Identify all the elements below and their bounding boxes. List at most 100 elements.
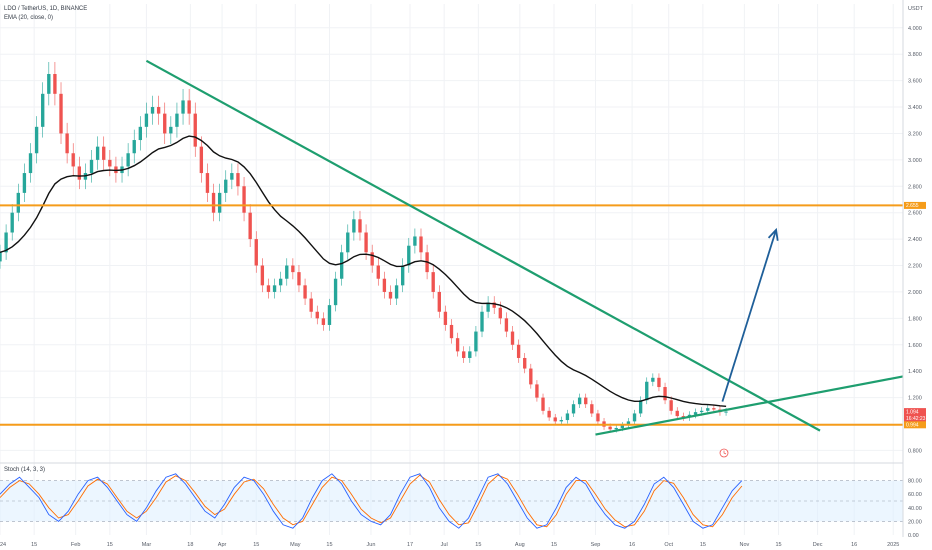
price-tick-label: 1.400	[908, 369, 922, 375]
price-tick-label: 3.800	[908, 52, 922, 58]
candle-body	[565, 413, 570, 421]
price-tick-label: 3.000	[908, 158, 922, 164]
candle-body	[108, 159, 112, 167]
candle-body	[71, 153, 75, 167]
candle-body	[577, 397, 582, 405]
candle-body	[559, 420, 564, 422]
stoch-tick-label: 40.00	[908, 506, 922, 512]
candle-body	[211, 192, 216, 213]
time-tick-label: Oct	[664, 542, 673, 548]
candle-body	[681, 416, 686, 418]
price-tick-label: 2.600	[908, 211, 922, 217]
support-badge-box	[904, 421, 926, 429]
candle-body	[486, 302, 490, 312]
candle-body	[394, 285, 399, 299]
candle-body	[272, 285, 277, 292]
candle-body	[346, 232, 350, 253]
candle-body	[53, 74, 57, 94]
candle-body	[41, 93, 45, 127]
stoch-axis: 80.00 60.00 40.00 20.00 0.00	[908, 479, 922, 539]
candle-body	[34, 126, 39, 154]
ema-line	[0, 135, 727, 407]
candle-body	[278, 278, 283, 286]
time-tick-label: 15	[551, 542, 557, 548]
time-axis[interactable]: 2024 15 Feb 15 Mar 18 Apr 15 May 15 Jun 17 Jul 15 Aug 1…	[0, 542, 899, 548]
time-tick-label: 15	[253, 542, 259, 548]
candle-body	[706, 408, 710, 411]
candle-body	[205, 173, 210, 193]
projection-arrow	[721, 227, 779, 402]
candle-body	[16, 192, 20, 213]
candle-body	[462, 351, 466, 358]
candle-body	[217, 192, 222, 213]
time-tick-label: 15	[31, 542, 37, 548]
last-price-badge-countdown: 16:42:23	[906, 416, 926, 422]
price-tick-label: 3.600	[908, 79, 922, 85]
candle-body	[65, 133, 69, 154]
stoch-tick-label: 60.00	[908, 492, 922, 498]
candle-body	[645, 381, 649, 401]
trendline[interactable]	[145, 59, 821, 432]
projection-arrow-line[interactable]	[721, 229, 777, 402]
price-tick-label: 3.400	[908, 105, 922, 111]
clock-icon[interactable]	[719, 448, 729, 458]
candle-body	[431, 272, 435, 292]
candle-body	[553, 417, 557, 422]
time-tick-label: 16	[629, 542, 635, 548]
time-tick-label: 18	[187, 542, 193, 548]
candle-body	[608, 426, 612, 430]
candle-body	[138, 126, 143, 141]
trendlines	[145, 59, 904, 436]
time-tick-label: 15	[326, 542, 332, 548]
time-tick-label: 2025	[887, 542, 899, 548]
candle-body	[638, 400, 643, 414]
candle-body	[28, 153, 33, 174]
candle-body	[480, 311, 484, 332]
price-tick-label: 3.200	[908, 131, 922, 137]
candle-body	[632, 413, 637, 422]
time-tick-label: 15	[700, 542, 706, 548]
stoch-k-line	[0, 473, 743, 529]
time-tick-label: Jun	[367, 542, 376, 548]
indicator-label: EMA (20, close, 0)	[4, 15, 53, 21]
candle-body	[590, 404, 594, 414]
candle-body	[309, 298, 313, 312]
candle-body	[126, 153, 130, 167]
candle-body	[187, 100, 191, 114]
last-price-badge-value: 1.094	[906, 409, 919, 415]
candle-body	[699, 410, 704, 413]
candle-body	[303, 285, 307, 299]
candle-body	[193, 113, 197, 147]
candle-body	[333, 278, 338, 306]
candle-body	[10, 212, 14, 233]
projection-arrow-head	[767, 227, 779, 241]
candle-body	[626, 421, 631, 426]
candle-body	[254, 239, 258, 266]
candle-body	[248, 212, 252, 240]
candle-body	[388, 291, 393, 299]
trendline[interactable]	[595, 375, 904, 436]
price-tick-label: 1.200	[908, 396, 922, 402]
stoch-label: Stoch (14, 3, 3)	[4, 467, 45, 473]
candle-body	[724, 411, 728, 413]
time-tick-label: Nov	[739, 542, 749, 548]
candle-body	[352, 219, 356, 233]
stoch-tick-label: 80.00	[908, 479, 922, 485]
candle-body	[620, 425, 625, 428]
candle-body	[175, 113, 179, 127]
candle-body	[474, 331, 478, 352]
candle-body	[443, 311, 448, 325]
time-tick-label: Jul	[441, 542, 448, 548]
price-tick-label: 2.000	[908, 290, 922, 296]
candle-body	[571, 404, 576, 414]
price-tick-label: 2.800	[908, 184, 922, 190]
time-tick-label: Sep	[591, 542, 601, 548]
candle-body	[449, 324, 454, 339]
price-tick-label: 0.800	[908, 448, 922, 454]
candle-body	[675, 410, 679, 417]
candle-body	[297, 272, 301, 286]
candle-body	[382, 278, 387, 292]
